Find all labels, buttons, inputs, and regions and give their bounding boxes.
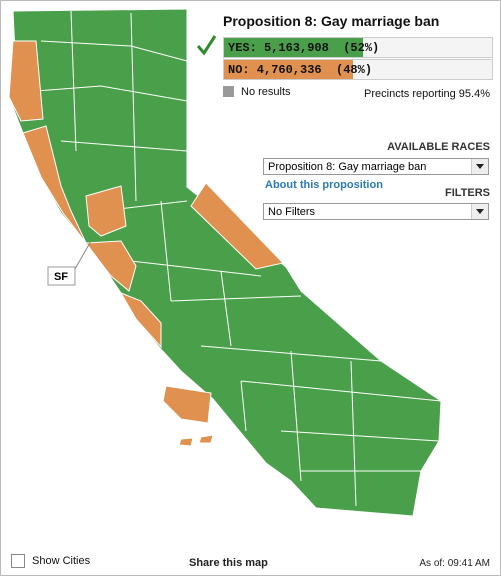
checkbox[interactable]	[11, 554, 25, 568]
show-cities-label[interactable]: Show Cities	[32, 555, 91, 567]
county-lines	[35, 10, 442, 507]
dropdown-arrow[interactable]	[471, 159, 488, 174]
winner-check	[196, 35, 217, 56]
result-bar: NO: 4,760,336 (48%)	[223, 59, 493, 80]
share-link[interactable]: Share this map	[189, 557, 268, 569]
result-text: NO: 4,760,336 (48%)	[228, 63, 372, 77]
result-fill	[224, 38, 364, 57]
result-bar: YES: 5,163,908 (52%)	[223, 37, 493, 58]
proposition-link[interactable]: About this proposition	[265, 179, 383, 191]
filters-heading: FILTERS	[444, 187, 490, 199]
result-percent: (48%)	[336, 63, 373, 77]
legend-label: No results	[241, 86, 291, 98]
races-heading: AVAILABLE RACES	[387, 141, 490, 153]
dropdown-arrow[interactable]	[471, 204, 488, 219]
result-label: NO: 4,760,336	[228, 63, 322, 77]
no-counties	[8, 40, 284, 447]
result-text: YES: 5,163,908 (52%)	[228, 41, 379, 55]
timestamp: As of: 09:41 AM	[419, 558, 490, 569]
result-percent: (52%)	[343, 41, 380, 55]
result-fill	[224, 60, 353, 79]
label-box	[47, 266, 76, 286]
legend-swatch	[223, 86, 234, 97]
map-label: SF	[54, 271, 68, 283]
race-select[interactable]: Proposition 8: Gay marriage ban	[263, 158, 489, 175]
race-selected: Proposition 8: Gay marriage ban	[268, 161, 427, 173]
label-leader	[74, 240, 92, 270]
filter-selected: No Filters	[268, 206, 316, 218]
precincts: Precincts reporting 95.4%	[364, 88, 490, 100]
result-label: YES: 5,163,908	[228, 41, 329, 55]
state-shape	[8, 8, 442, 517]
title: Proposition 8: Gay marriage ban	[223, 13, 440, 29]
filter-select[interactable]: No Filters	[263, 203, 489, 220]
